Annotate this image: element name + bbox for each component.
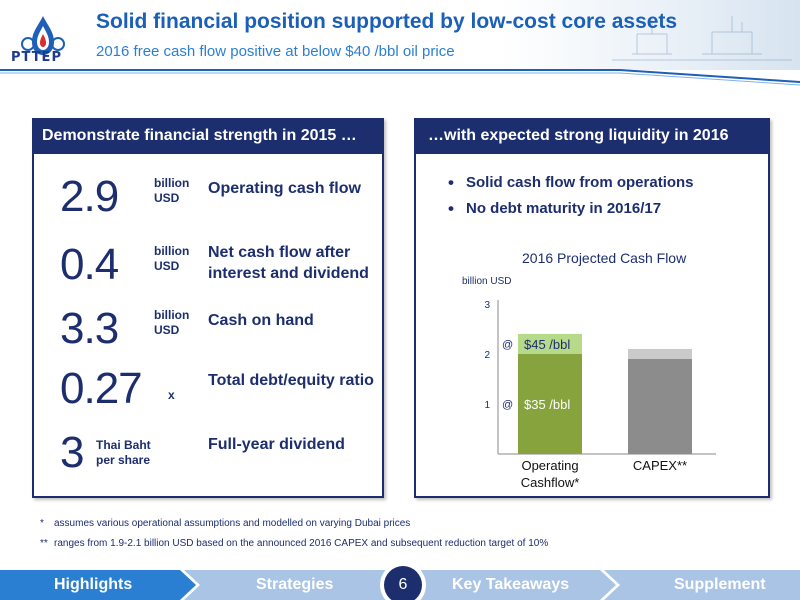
nav-item-key-takeaways[interactable]: Key Takeaways xyxy=(452,576,570,593)
metric-unit: x xyxy=(168,388,175,402)
chart-y-tick-label: 3 xyxy=(484,300,490,311)
page-subtitle: 2016 free cash flow positive at below $4… xyxy=(96,43,455,60)
metric-value: 0.27 xyxy=(60,364,143,413)
chart-title: 2016 Projected Cash Flow xyxy=(522,250,687,266)
nav-item-highlights[interactable]: Highlights xyxy=(54,576,133,593)
footnote-text: assumes various operational assumptions … xyxy=(54,518,411,529)
chart-bar-operating-35 xyxy=(518,354,582,454)
metric-value: 3.3 xyxy=(60,304,119,353)
metric-label: Full-year dividend xyxy=(208,436,345,453)
metric-net-cash-flow: 0.4 billion USD Net cash flow after intere… xyxy=(60,240,380,289)
chart-category-label: Cashflow* xyxy=(521,475,580,490)
metric-debt-equity-ratio: 0.27 x Total debt/equity ratio xyxy=(60,364,380,413)
metric-label: Operating cash flow xyxy=(208,180,361,197)
metric-value: 2.9 xyxy=(60,172,119,221)
footnote-1: * assumes various operational assumption… xyxy=(40,518,411,529)
chart-category-label: CAPEX** xyxy=(633,458,687,473)
metric-unit: billion USD xyxy=(154,176,190,205)
bullet-list: Solid cash flow from operations No debt … xyxy=(448,173,694,226)
chart-y-axis-label: billion USD xyxy=(462,276,512,287)
metric-unit: Thai Baht per share xyxy=(96,438,151,467)
liquidity-panel: …with expected strong liquidity in 2016 … xyxy=(414,118,770,498)
chart-data-label-35: $35 /bbl xyxy=(524,397,570,412)
page-number: 6 xyxy=(384,566,422,600)
metric-cash-on-hand: 3.3 billion USD Cash on hand xyxy=(60,304,380,353)
chart-y-tick-label: 1 xyxy=(484,400,490,411)
header-background xyxy=(500,0,800,70)
logo-text: PTTEP xyxy=(11,50,62,65)
page-title: Solid financial position supported by lo… xyxy=(96,10,678,33)
metric-dividend: 3 Thai Baht per share Full-year dividend xyxy=(60,428,380,477)
financial-strength-panel: Demonstrate financial strength in 2015 …… xyxy=(32,118,384,498)
chart-marker-35: @ xyxy=(502,399,513,411)
bullet-item: Solid cash flow from operations xyxy=(448,173,694,193)
metric-label: Net cash flow after interest and dividend xyxy=(208,244,369,282)
metric-label: Cash on hand xyxy=(208,312,314,329)
metric-value: 3 xyxy=(60,428,85,477)
section-navigation: Highlights Strategies Key Takeaways Supp… xyxy=(0,562,800,600)
bullet-item: No debt maturity in 2016/17 xyxy=(448,199,694,219)
chart-bar-capex xyxy=(628,359,692,454)
metric-label: Total debt/equity ratio xyxy=(208,372,374,389)
header-divider-line xyxy=(0,69,800,86)
footnote-mark: ** xyxy=(40,538,48,549)
left-panel-heading: Demonstrate financial strength in 2015 … xyxy=(34,120,382,154)
metric-unit: billion USD xyxy=(154,244,190,273)
metric-unit: billion USD xyxy=(154,308,190,337)
chart-y-tick-label: 2 xyxy=(484,350,490,361)
chart-category-label: Operating xyxy=(521,458,578,473)
nav-item-strategies[interactable]: Strategies xyxy=(256,576,334,593)
right-panel-heading: …with expected strong liquidity in 2016 xyxy=(416,120,768,154)
slide-header: PTTEP Solid financial position supported… xyxy=(0,0,800,92)
nav-item-supplement[interactable]: Supplement xyxy=(674,576,766,593)
footnote-mark: * xyxy=(40,518,44,529)
footnote-2: ** ranges from 1.9-2.1 billion USD based… xyxy=(40,538,549,549)
chart-bar-operating-45 xyxy=(518,334,582,354)
offshore-rig-image xyxy=(612,16,792,61)
nav-chevrons xyxy=(0,570,800,600)
chart-bar-capex-range xyxy=(628,349,692,359)
chart-data-label-45: $45 /bbl xyxy=(524,337,570,352)
page-number-badge: 6 xyxy=(380,562,426,600)
chart-marker-45: @ xyxy=(502,339,513,351)
metric-operating-cash-flow: 2.9 billion USD Operating cash flow xyxy=(60,172,380,221)
footnote-text: ranges from 1.9-2.1 billion USD based on… xyxy=(54,538,549,549)
pttep-logo-icon xyxy=(21,16,65,55)
cash-flow-chart: 1 2 3 @ $45 /bbl @ $35 /bbl Operating Cashflow* C… xyxy=(484,300,716,490)
metric-value: 0.4 xyxy=(60,240,119,289)
